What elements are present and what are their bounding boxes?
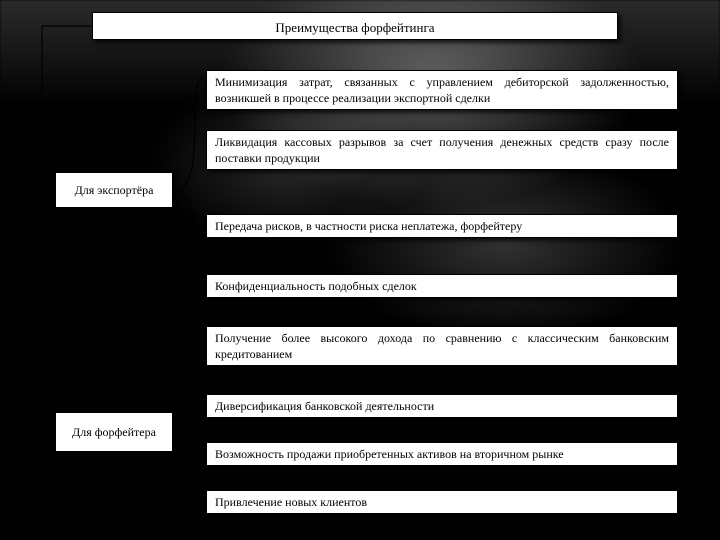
- detail-text: Привлечение новых клиентов: [215, 495, 367, 509]
- diagram-stage: Преимущества форфейтинга Для экспортёра …: [0, 0, 720, 540]
- category-label-exporter: Для экспортёра: [75, 182, 154, 198]
- detail-box: Конфиденциальность подобных сделок: [206, 274, 678, 298]
- detail-text: Диверсификация банковской деятельности: [215, 399, 434, 413]
- category-box-exporter: Для экспортёра: [55, 172, 173, 208]
- root-title-text: Преимущества форфейтинга: [275, 20, 434, 35]
- detail-box: Диверсификация банковской деятельности: [206, 394, 678, 418]
- detail-text: Ликвидация кассовых разрывов за счет пол…: [215, 135, 669, 165]
- category-box-forfaiter: Для форфейтера: [55, 412, 173, 452]
- detail-box: Возможность продажи приобретенных активо…: [206, 442, 678, 466]
- detail-text: Минимизация затрат, связанных с управлен…: [215, 75, 669, 105]
- category-label-forfaiter: Для форфейтера: [72, 424, 156, 440]
- root-line-top: [42, 26, 92, 190]
- brace-forfaiter: [180, 335, 202, 512]
- detail-box: Получение более высокого дохода по сравн…: [206, 326, 678, 366]
- root-line-bottom: [42, 190, 55, 430]
- detail-text: Возможность продажи приобретенных активо…: [215, 447, 564, 461]
- detail-text: Передача рисков, в частности риска непла…: [215, 219, 522, 233]
- brace-exporter: [180, 78, 202, 300]
- detail-box: Привлечение новых клиентов: [206, 490, 678, 514]
- detail-box: Передача рисков, в частности риска непла…: [206, 214, 678, 238]
- detail-text: Конфиденциальность подобных сделок: [215, 279, 417, 293]
- detail-text: Получение более высокого дохода по сравн…: [215, 331, 669, 361]
- root-title-box: Преимущества форфейтинга: [92, 12, 618, 40]
- detail-box: Ликвидация кассовых разрывов за счет пол…: [206, 130, 678, 170]
- detail-box: Минимизация затрат, связанных с управлен…: [206, 70, 678, 110]
